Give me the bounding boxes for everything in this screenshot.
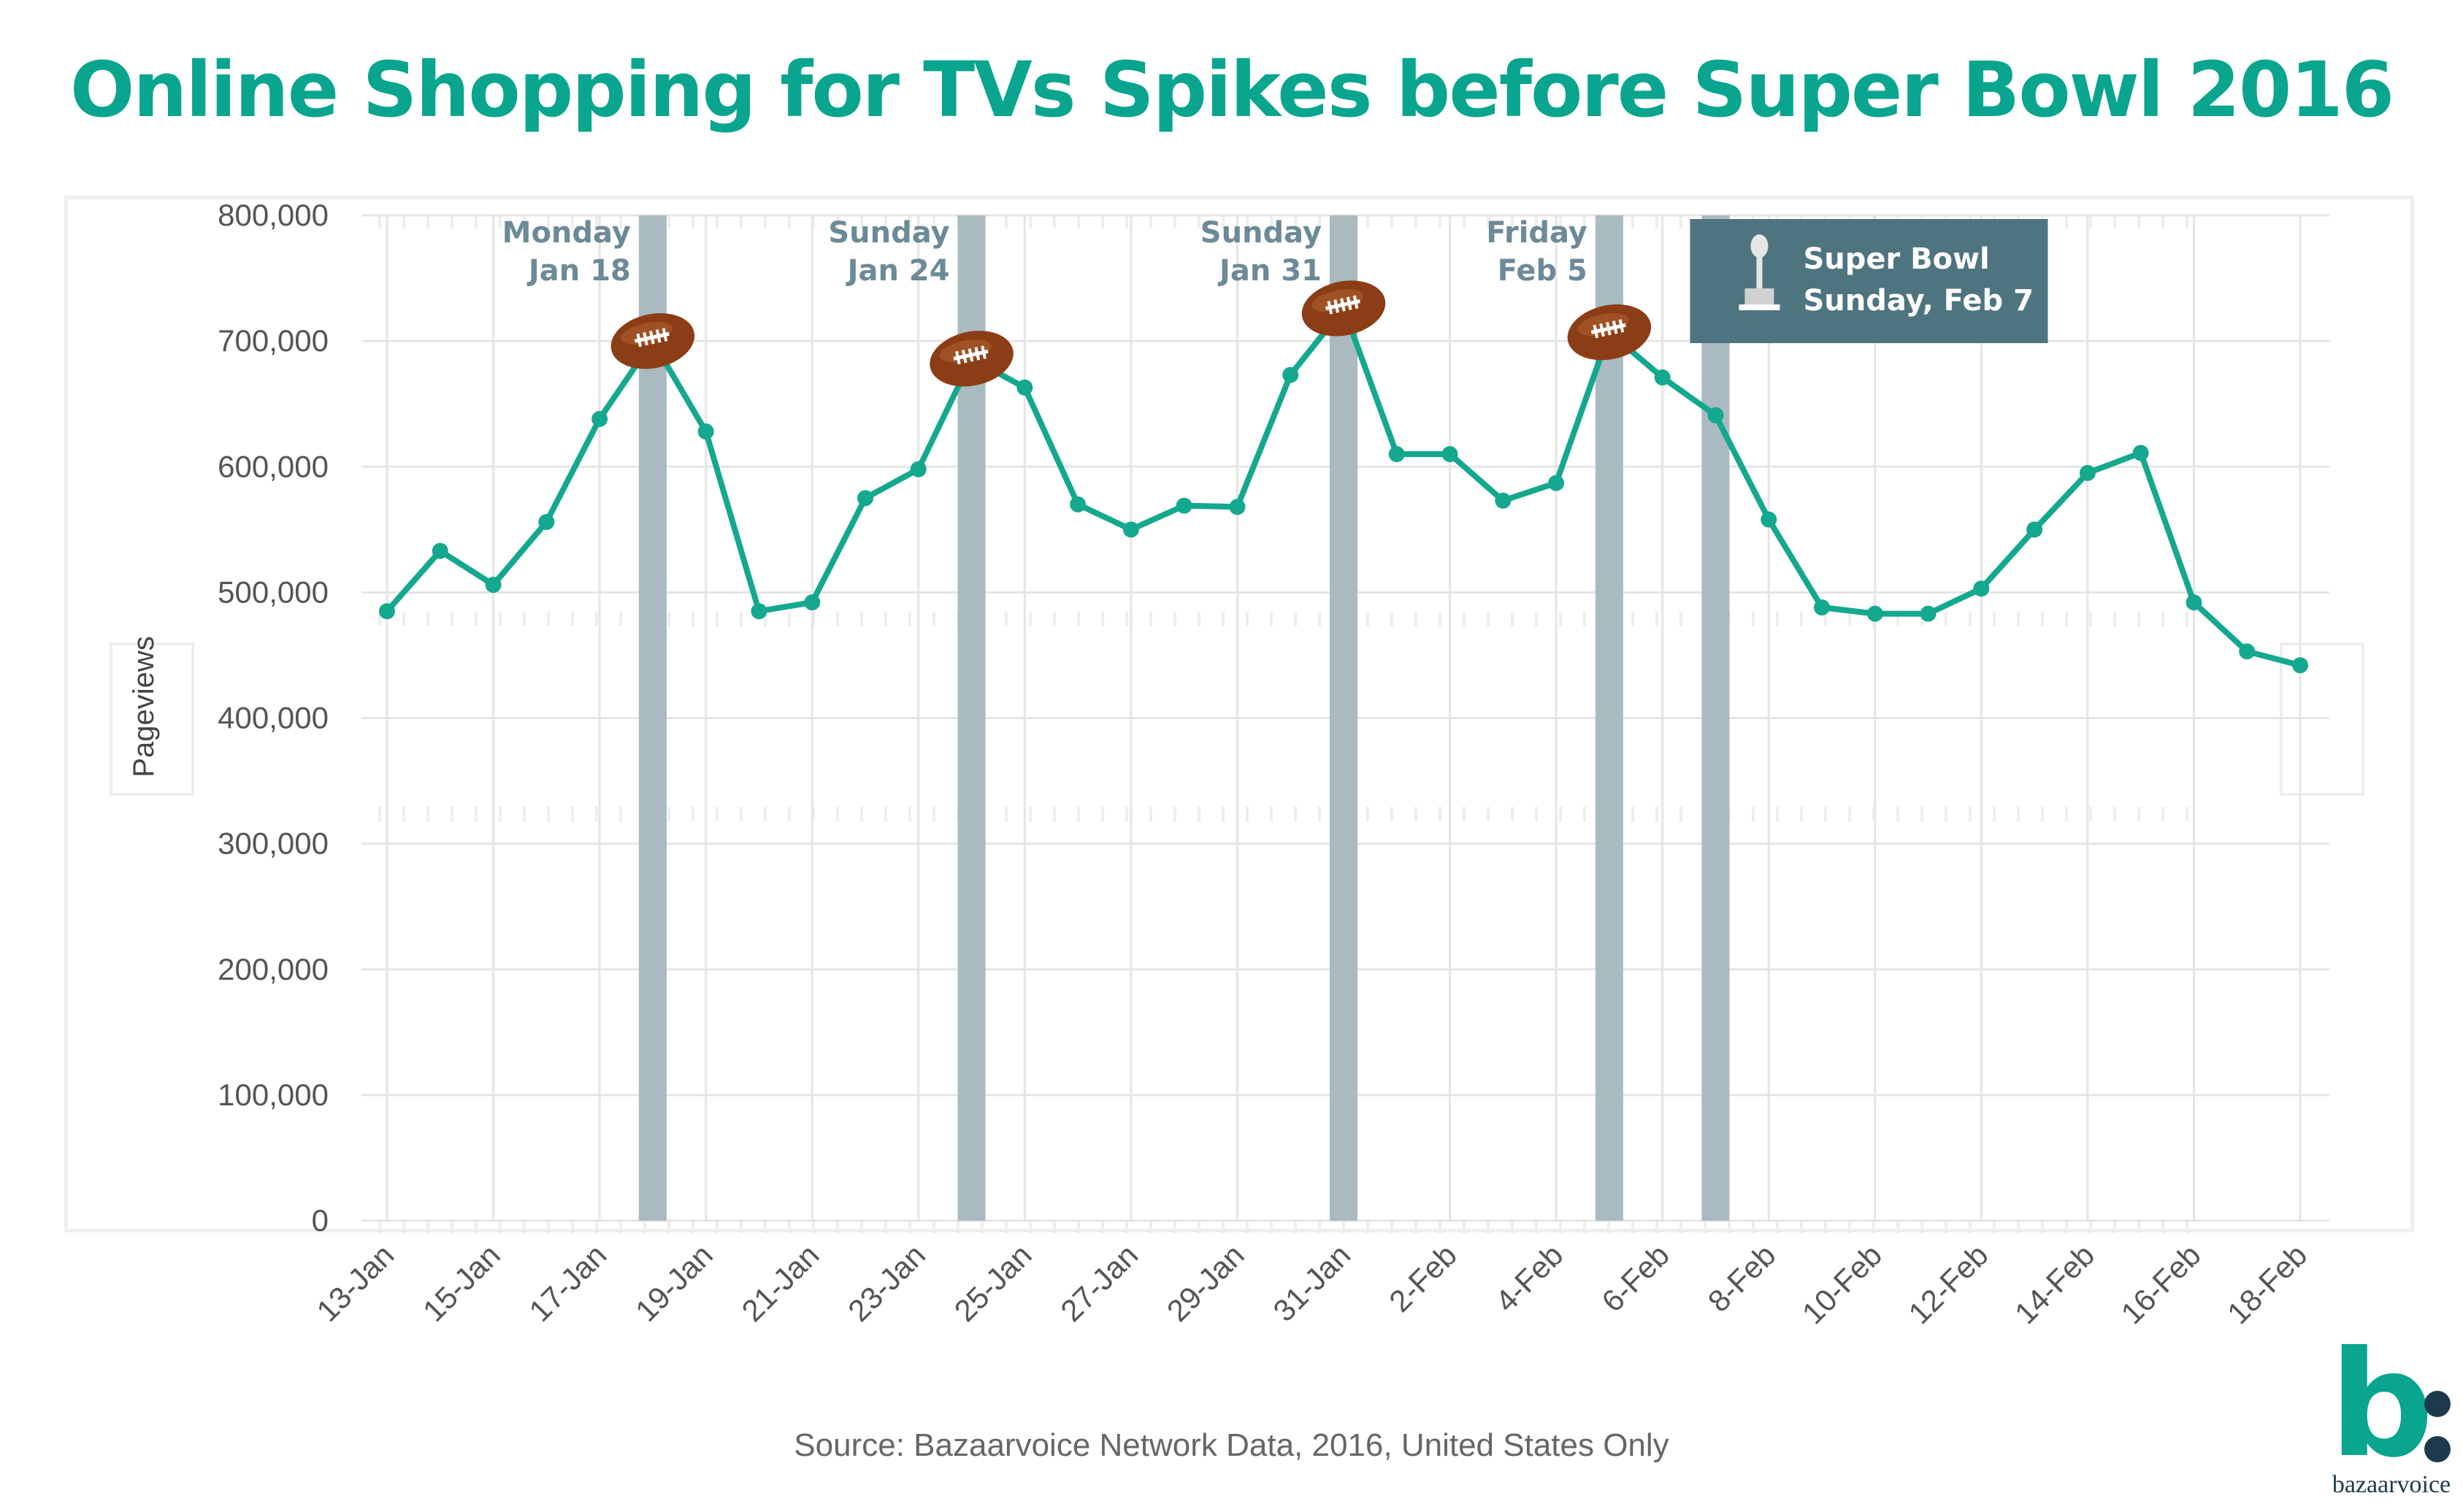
data-point [697, 423, 714, 440]
highlight-band [638, 215, 667, 1221]
y-tick-label: 0 [312, 1203, 329, 1237]
super-bowl-label: Super Bowl [1803, 242, 1989, 276]
x-tick-label: 10-Feb [1796, 1237, 1888, 1330]
data-point [2079, 464, 2096, 481]
highlight-label-day: Monday [502, 216, 631, 250]
x-tick-label: 29-Jan [1160, 1237, 1251, 1328]
y-tick-label: 100,000 [218, 1078, 329, 1112]
x-tick-label: 23-Jan [841, 1237, 932, 1328]
highlight-label-day: Sunday [828, 216, 949, 250]
x-tick-label: 15-Jan [416, 1237, 507, 1328]
data-point [591, 410, 608, 427]
data-point [1016, 379, 1033, 396]
x-axis: 13-Jan 15-Jan 17-Jan 19-Jan 21-Jan 23-Jan 25-J… [310, 1237, 2313, 1330]
data-point [1761, 511, 1777, 528]
x-tick-label: 31-Jan [1266, 1237, 1357, 1328]
super-bowl-date: Sunday, Feb 7 [1803, 284, 2033, 318]
chart-title: Online Shopping for TVs Spikes before Su… [69, 45, 2394, 134]
football-icon [1301, 280, 1386, 337]
logo-wordmark: bazaarvoice [2332, 1471, 2451, 1498]
chart-frame [64, 196, 2414, 1232]
x-tick-label: 18-Feb [2221, 1237, 2313, 1330]
logo-mark: b [2329, 1320, 2435, 1490]
data-point [2292, 657, 2308, 674]
x-tick-label: 6-Feb [1595, 1237, 1676, 1319]
x-tick-label: 14-Feb [2008, 1237, 2101, 1330]
football-field-decoration [110, 214, 2364, 1234]
data-point [2239, 643, 2256, 660]
source-note: Source: Bazaarvoice Network Data, 2016, … [794, 1427, 1669, 1463]
x-tick-label: 13-Jan [310, 1237, 400, 1328]
x-tick-label: 8-Feb [1701, 1237, 1782, 1319]
data-point [2026, 521, 2043, 538]
y-axis-label: Pageviews [128, 636, 160, 777]
data-point [910, 461, 927, 477]
football-markers [610, 280, 1652, 387]
data-point [1707, 407, 1724, 423]
trophy-icon [1739, 234, 1780, 310]
data-point [1654, 369, 1671, 386]
data-point [751, 603, 767, 620]
data-point [1176, 497, 1192, 514]
data-point [1548, 475, 1565, 491]
x-tick-label: 21-Jan [735, 1237, 826, 1328]
y-tick-label: 200,000 [218, 952, 329, 986]
data-point [485, 577, 502, 594]
y-tick-label: 300,000 [218, 826, 329, 861]
logo-dot-bottom [2424, 1436, 2451, 1462]
data-point [538, 513, 555, 530]
x-tick-label: 25-Jan [948, 1237, 1038, 1328]
football-icon [610, 312, 695, 369]
highlight-label-date: Jan 31 [1217, 254, 1322, 288]
y-tick-label: 400,000 [218, 701, 329, 735]
data-point [1495, 492, 1512, 509]
data-point [1070, 496, 1087, 513]
x-tick-label: 19-Jan [629, 1237, 719, 1328]
highlight-label-date: Feb 5 [1498, 254, 1587, 288]
highlight-band [1701, 215, 1730, 1221]
highlight-label-day: Sunday [1200, 216, 1322, 250]
x-tick-label: 12-Feb [1901, 1237, 1994, 1330]
y-tick-label: 800,000 [218, 198, 329, 232]
data-point [1866, 605, 1883, 622]
data-point [2132, 445, 2149, 461]
data-point [1920, 605, 1937, 622]
x-tick-label: 2-Feb [1382, 1237, 1463, 1319]
highlight-band [1330, 215, 1357, 1221]
highlight-band [1595, 215, 1623, 1221]
super-bowl-callout [1690, 219, 2048, 343]
data-point [1441, 446, 1458, 463]
football-icon [930, 331, 1014, 387]
data-point [804, 594, 821, 611]
data-point [379, 603, 395, 620]
logo-dot-top [2424, 1391, 2451, 1417]
highlight-label-date: Jan 18 [526, 254, 631, 288]
data-point [1388, 446, 1405, 463]
highlight-label-day: Friday [1486, 216, 1587, 250]
x-tick-label: 27-Jan [1054, 1237, 1144, 1328]
x-tick-label: 4-Feb [1489, 1237, 1570, 1319]
data-point [432, 542, 448, 559]
x-tick-label: 17-Jan [522, 1237, 613, 1328]
y-tick-label: 500,000 [218, 575, 329, 609]
y-tick-label: 700,000 [218, 323, 329, 358]
data-point [2186, 594, 2202, 611]
football-icon [1567, 304, 1652, 361]
data-point [1122, 521, 1139, 538]
annotations: Monday Jan 18 Sunday Jan 24 Sunday Jan 31 Frid… [502, 216, 2048, 343]
bazaarvoice-logo: b bazaarvoice [2322, 1332, 2461, 1500]
data-point [1282, 367, 1299, 383]
data-point [1814, 599, 1830, 616]
data-point [1973, 580, 1990, 597]
y-axis: 0 100,000 200,000 300,000 400,000 500,000 600,… [218, 198, 329, 1237]
data-point [857, 490, 873, 507]
field-goal-box-left [110, 642, 194, 796]
data-point [1229, 499, 1246, 515]
y-tick-label: 600,000 [218, 449, 329, 483]
highlight-label-date: Jan 24 [846, 254, 950, 288]
x-tick-label: 16-Feb [2114, 1237, 2207, 1330]
